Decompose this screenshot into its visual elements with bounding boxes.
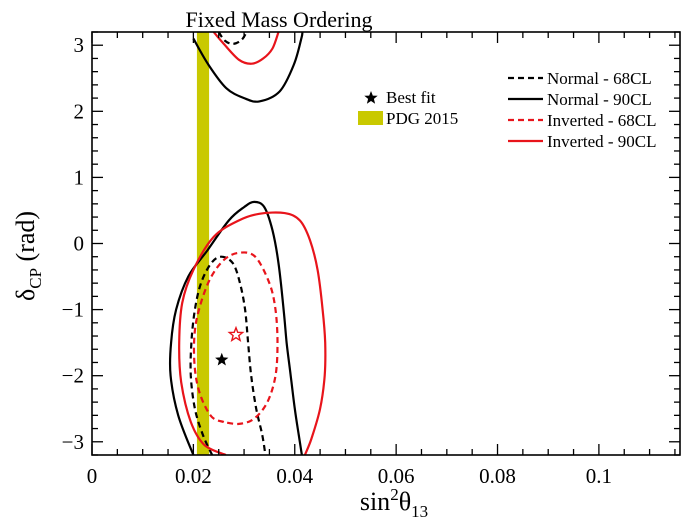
- x-axis-ticks: 0 0.02 0.04 0.06 0.08 0.1: [87, 32, 676, 488]
- legend-swatch-pdg-2015: [358, 111, 383, 125]
- y-tick-label: 2: [74, 99, 85, 123]
- legend-swatch-best-fit: [364, 91, 378, 104]
- series-inverted-90cl-segment-2: [212, 32, 280, 65]
- x-tick-label: 0.1: [586, 464, 612, 488]
- legend-contours: Normal - 68CL Normal - 90CL Inverted - 68C…: [508, 69, 657, 151]
- legend-label-pdg-2015: PDG 2015: [386, 109, 458, 128]
- legend-label-normal-68cl: Normal - 68CL: [547, 69, 652, 88]
- best-fit-normal-marker: [215, 352, 229, 366]
- x-tick-label: 0.04: [276, 464, 313, 488]
- plot-area: [168, 32, 327, 455]
- y-axis-ticks: −3 −2 −1 0 1 2 3: [62, 31, 680, 456]
- legend-label-best-fit: Best fit: [386, 88, 436, 107]
- legend-bestfit-pdg: Best fit PDG 2015: [358, 88, 458, 128]
- series-normal-68cl-segment-1: [189, 255, 267, 455]
- legend-label-normal-90cl: Normal - 90CL: [547, 90, 652, 109]
- x-tick-label: 0.06: [378, 464, 415, 488]
- series-inverted-90cl-segment-1: [178, 211, 327, 455]
- svg-text:δCP (rad): δCP (rad): [11, 211, 45, 301]
- y-tick-label: −2: [62, 364, 84, 388]
- best-fit-inverted-marker: [227, 325, 245, 343]
- y-tick-label: 1: [74, 165, 85, 189]
- x-axis-title: sin2θ13: [360, 485, 428, 521]
- y-tick-label: −1: [62, 298, 84, 322]
- series-normal-90cl-segment-1: [168, 200, 303, 455]
- y-tick-label: −3: [62, 430, 84, 454]
- y-axis-title: δCP (rad): [11, 211, 45, 301]
- x-tick-label: 0.02: [175, 464, 212, 488]
- x-tick-label: 0.08: [479, 464, 516, 488]
- series-normal-68cl-segment-2: [217, 32, 248, 45]
- x-tick-label: 0: [87, 464, 98, 488]
- series-normal-90cl-segment-2: [192, 32, 304, 103]
- legend-label-inverted-90cl: Inverted - 90CL: [547, 132, 657, 151]
- legend-label-inverted-68cl: Inverted - 68CL: [547, 111, 657, 130]
- y-tick-label: 3: [74, 33, 85, 57]
- pdg-band: [196, 32, 210, 455]
- series-inverted-68cl-segment-1: [192, 251, 279, 426]
- y-tick-label: 0: [74, 232, 85, 256]
- chart-title: Fixed Mass Ordering: [186, 7, 373, 32]
